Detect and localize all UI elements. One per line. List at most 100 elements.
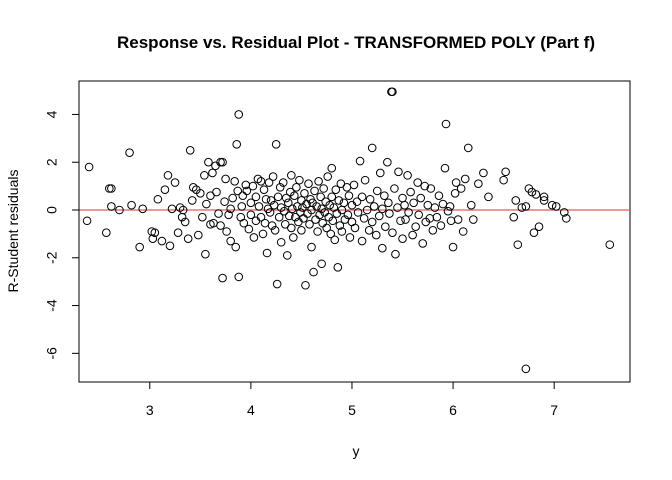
data-point [198,212,207,222]
data-point [127,200,136,210]
data-point [401,215,410,224]
data-point [234,110,244,119]
data-point [343,210,353,220]
data-point [416,193,426,203]
data-point [309,267,318,277]
y-axis-label: R-Student residuals [5,170,21,293]
data-point [289,233,298,242]
data-point [315,210,324,220]
data-point [448,242,458,252]
data-point [264,178,274,187]
data-point [304,179,313,189]
data-point [232,140,242,149]
data-point [212,187,221,197]
data-point [438,199,448,209]
data-point [187,196,197,205]
data-point [380,191,389,200]
data-point [248,181,258,191]
data-point [355,156,365,166]
data-point [107,184,116,193]
data-point [326,229,336,239]
data-point [446,216,456,226]
data-point [287,223,296,233]
data-point [135,242,144,252]
data-point [318,218,327,228]
data-point [307,242,316,252]
data-point [292,183,301,192]
y-axis: -6 -4 -2 0 2 4 [44,110,80,360]
data-point [220,197,229,206]
data-point [297,226,306,235]
y-tick-label: -2 [44,251,60,264]
data-point [511,196,521,205]
data-point [82,216,92,226]
data-point [374,211,384,221]
data-point [258,229,268,239]
data-point [509,212,519,222]
data-point [201,249,210,259]
data-point [183,234,193,243]
data-point [384,198,393,208]
data-point [517,203,527,212]
data-point [226,236,235,246]
data-point [359,214,369,223]
data-point [383,157,392,167]
data-point [310,186,319,196]
data-point [432,212,442,222]
x-axis: 3 4 5 6 7 [146,381,558,418]
data-point [281,193,291,203]
data-point [460,174,470,184]
data-point [231,242,241,252]
x-tick-label: 6 [449,402,457,418]
data-point [221,174,230,184]
data-point [216,157,225,167]
data-point [270,226,280,235]
data-point [398,234,407,243]
data-point [273,192,283,202]
data-point [211,161,220,171]
data-point [423,200,433,210]
data-point [414,210,423,220]
data-point [398,193,407,203]
data-point [413,178,422,187]
data-point [521,202,531,211]
data-point [327,192,337,202]
data-point [403,171,412,180]
data-point [107,202,116,211]
data-point [208,168,217,178]
data-point [312,202,321,211]
data-point [521,364,531,374]
data-point [282,251,292,260]
data-point [256,177,266,186]
data-point [331,185,341,194]
data-point [125,148,134,157]
data-point [242,186,252,196]
data-point [388,228,397,237]
data-point [185,145,195,155]
y-tick-label: 2 [44,158,60,166]
data-point [391,249,400,259]
data-point [251,192,261,202]
data-point [390,184,399,193]
data-point [261,194,271,204]
data-point [178,205,188,215]
data-point [276,237,286,247]
x-tick-label: 7 [550,402,558,418]
data-point [531,190,541,199]
data-point [173,228,183,237]
data-point [409,198,418,208]
data-point [605,240,615,249]
data-point [347,200,357,210]
data-point [138,204,147,214]
data-point [559,208,569,217]
data-point [105,184,114,193]
data-point [288,204,297,214]
data-point [193,230,203,240]
data-point [202,199,211,209]
data-point [333,263,343,272]
data-point [218,157,227,167]
data-point [479,168,488,178]
data-point [253,174,263,184]
data-point [330,235,340,245]
data-point [428,226,438,235]
